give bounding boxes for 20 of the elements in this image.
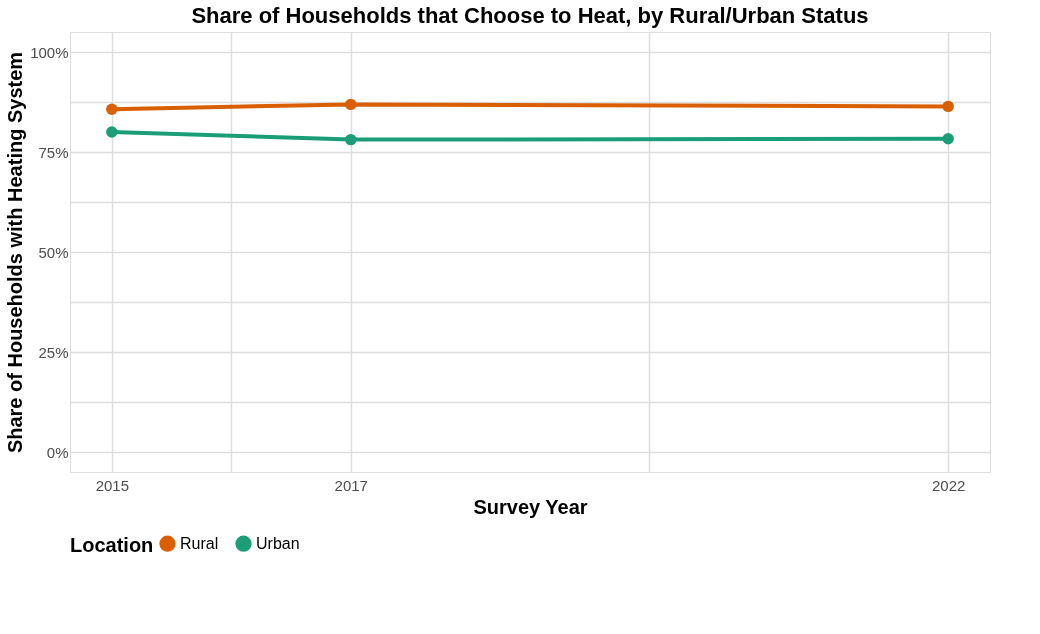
point <box>106 103 118 115</box>
legend-label: Urban <box>256 534 300 552</box>
x-tick-label: 2015 <box>95 476 130 494</box>
x-tick-label: 2017 <box>334 476 368 494</box>
point <box>942 133 954 145</box>
point <box>942 100 954 113</box>
point <box>345 98 357 111</box>
y-tick-label: 50% <box>38 243 69 261</box>
point <box>345 133 357 146</box>
x-tick-label: 2022 <box>931 476 966 494</box>
point <box>106 126 118 138</box>
legend-label: Rural <box>180 534 219 552</box>
y-axis-title: Share of Households with Heating System <box>4 51 27 454</box>
y-tick-label: 100% <box>30 43 69 61</box>
y-tick-label: 25% <box>38 343 69 361</box>
legend-title: Location <box>70 534 154 556</box>
x-axis-title: Survey Year <box>473 495 588 518</box>
y-tick-label: 0% <box>46 443 69 461</box>
y-tick-label: 75% <box>38 143 69 161</box>
chart-title: Share of Households that Choose to Heat, by Rural/Urban Status <box>191 3 869 28</box>
